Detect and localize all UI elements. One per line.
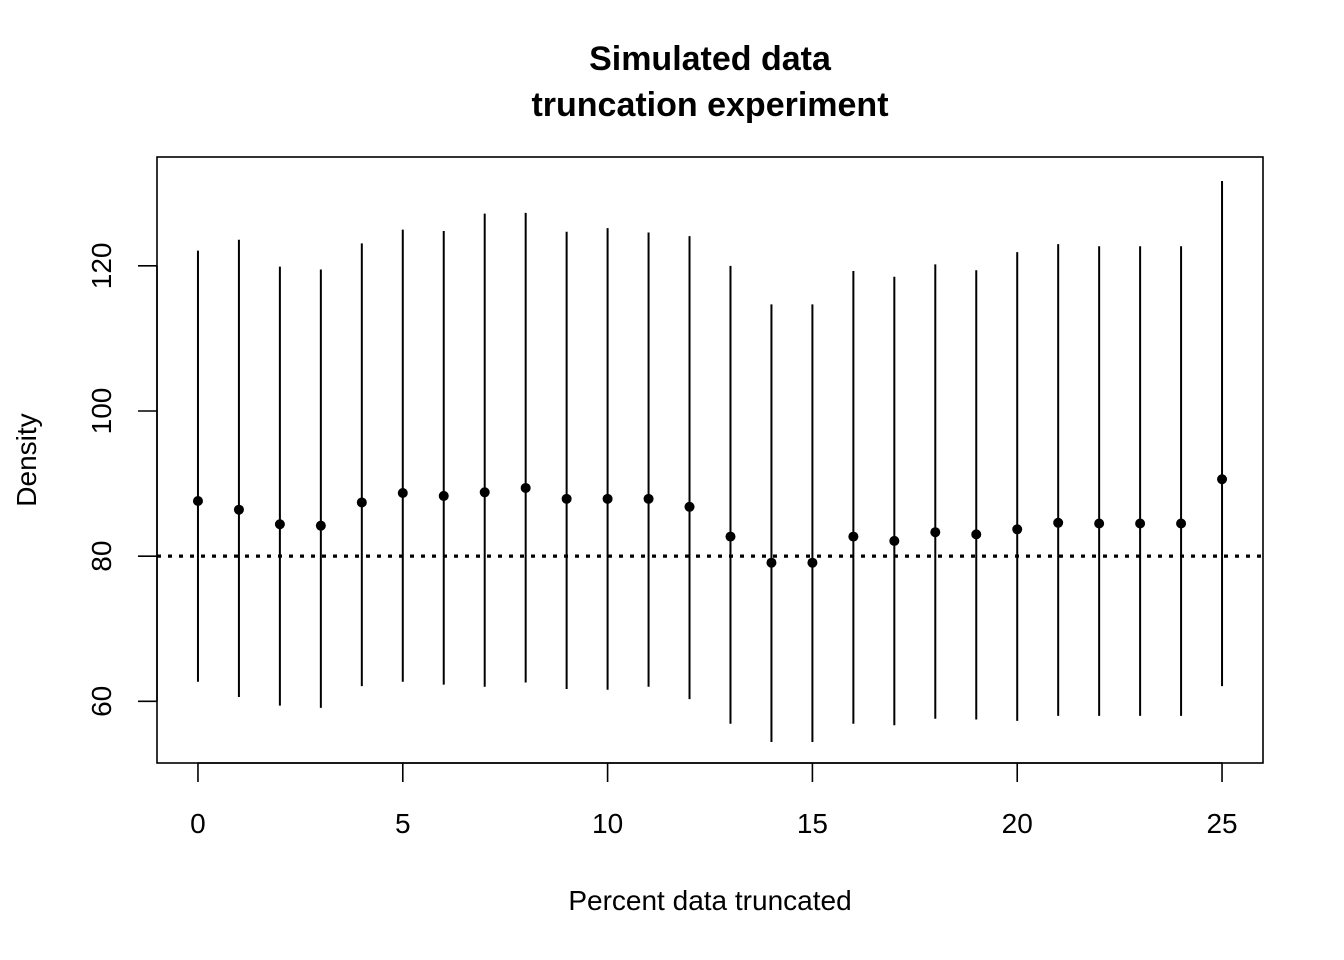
data-point: [356, 497, 367, 508]
data-point: [233, 504, 244, 515]
data-point: [602, 493, 613, 504]
y-axis: 60 80 100 120: [86, 243, 158, 717]
error-bars-group: [196, 180, 1224, 742]
y-axis-label: Density: [11, 413, 42, 506]
data-point: [848, 531, 859, 542]
data-point: [889, 535, 900, 546]
points-group: [192, 474, 1228, 568]
y-tick-label: 80: [86, 541, 117, 572]
chart-title-line-1: Simulated data: [589, 40, 832, 78]
data-point: [192, 496, 203, 507]
x-axis-label: Percent data truncated: [568, 885, 851, 916]
x-axis: 0 5 10 15 20 25: [190, 762, 1238, 839]
data-point: [1094, 518, 1105, 529]
data-point: [438, 490, 449, 501]
x-tick-label: 20: [1002, 808, 1033, 839]
data-point: [684, 501, 695, 512]
data-point: [766, 557, 777, 568]
data-point: [643, 493, 654, 504]
data-point: [315, 520, 326, 531]
data-point: [1176, 518, 1187, 529]
data-point: [274, 519, 285, 530]
data-point: [725, 531, 736, 542]
data-point: [1012, 524, 1023, 535]
x-tick-label: 5: [395, 808, 411, 839]
data-point: [1053, 517, 1064, 528]
x-tick-label: 15: [797, 808, 828, 839]
data-point: [971, 529, 982, 540]
x-tick-label: 10: [592, 808, 623, 839]
chart-title-line-2: truncation experiment: [531, 86, 888, 124]
x-tick-label: 25: [1206, 808, 1237, 839]
plot-frame: [156, 156, 1264, 764]
data-point: [479, 487, 490, 498]
data-point: [807, 557, 818, 568]
data-point: [561, 493, 572, 504]
y-tick-label: 60: [86, 686, 117, 717]
data-point: [1135, 518, 1146, 529]
y-tick-label: 120: [86, 243, 117, 290]
data-point: [397, 488, 408, 499]
y-tick-label: 100: [86, 388, 117, 435]
x-tick-label: 0: [190, 808, 206, 839]
data-point: [520, 482, 531, 493]
data-point: [930, 527, 941, 538]
data-point: [1217, 474, 1228, 485]
